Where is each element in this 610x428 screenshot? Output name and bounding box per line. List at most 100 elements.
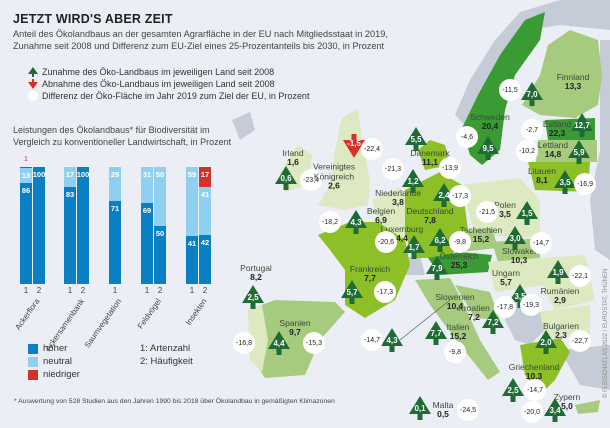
tree-up-icon: 7,2 <box>482 310 504 334</box>
country-shape-italien <box>415 278 500 380</box>
bar-ackerflora-2: 100 <box>33 167 45 284</box>
country-name: Schweden <box>470 112 510 122</box>
target-difference-circle: -21,5 <box>476 201 498 223</box>
tree-up-icon: 7,9 <box>426 256 448 280</box>
country-name: Italien <box>446 322 470 332</box>
country-label-deutschland: Deutschland 7,8 <box>406 207 453 225</box>
bar-segment-neutral: 13 <box>20 168 32 184</box>
tree-up-icon: 2,0 <box>535 330 557 354</box>
country-label-slowakei: Slowakei 10,3 <box>502 247 536 265</box>
tree-up-icon: 2,5 <box>242 285 264 309</box>
tree-up-icon: 1,7 <box>403 235 425 259</box>
organic-share-value: 14,8 <box>544 149 562 159</box>
bar-label-niedriger: 1 <box>24 156 28 163</box>
bar-index-label: 2 <box>36 286 42 295</box>
target-difference-circle: -23,4 <box>300 169 322 191</box>
change-value: 7,0 <box>526 90 538 99</box>
bar-insekten-2: 17 41 42 <box>199 167 211 284</box>
legend-niedriger: niedriger <box>43 369 80 380</box>
change-value: 1,9 <box>552 268 564 277</box>
bar-segment-hoeher: 86 <box>20 183 32 284</box>
country-shape-zypern <box>575 400 600 414</box>
change-value: 3,5 <box>514 292 526 301</box>
country-label-kroatien: Kroatien 7,2 <box>458 304 490 322</box>
country-name: Niederlande <box>375 188 421 198</box>
organic-share-value: 22,3 <box>548 128 566 138</box>
target-difference-circle: -16,9 <box>574 173 596 195</box>
target-difference-circle: -13,9 <box>439 157 461 179</box>
target-difference-circle: -18,2 <box>319 211 341 233</box>
bar-index-label: 2 <box>202 286 208 295</box>
target-difference-circle: -20,6 <box>375 231 397 253</box>
country-name: Dänemark <box>410 148 450 158</box>
bar-segment-neutral: 17 <box>64 167 76 187</box>
country-label-finnland: Finnland 13,3 <box>557 73 590 91</box>
organic-share-value: 2,3 <box>555 330 567 340</box>
change-value: 7,2 <box>487 318 499 327</box>
legend-increase: Zunahme des Öko-Landbaus im jeweiligen L… <box>42 67 275 77</box>
country-shape-slowenien-kroatien <box>455 285 500 320</box>
country-label-ungarn: Ungarn 5,7 <box>492 269 520 287</box>
change-value: 3,0 <box>509 234 521 243</box>
tree-up-icon: 5,7 <box>341 280 363 304</box>
country-name: Ungarn <box>492 268 520 278</box>
change-value: 2,5 <box>507 386 519 395</box>
country-label-vereinigtes-königreich: Vereinigtes Königreich 2,6 <box>304 162 364 191</box>
target-difference-circle: -17,8 <box>494 296 516 318</box>
organic-share-value: 15,2 <box>449 331 467 341</box>
organic-share-value: 1,6 <box>287 157 299 167</box>
country-name: Lettland <box>537 140 569 150</box>
bar-segment-niedriger: 17 <box>199 167 211 187</box>
country-name: Belgien <box>366 206 396 216</box>
tree-up-icon: 1,2 <box>402 169 424 193</box>
bar-ackersamenbank-1: 17 83 <box>64 167 76 284</box>
country-shape-finnland <box>522 30 602 118</box>
change-value: 0,6 <box>280 174 292 183</box>
legend-neutral: neutral <box>43 356 73 367</box>
target-difference-circle: -11,5 <box>499 79 521 101</box>
country-label-luxemburg: Luxemburg 4,4 <box>381 225 424 243</box>
legend-swatch-niedriger <box>28 369 38 380</box>
bar-saumvegetation-1: 29 71 <box>109 167 121 284</box>
change-value: 5,7 <box>346 288 358 297</box>
country-label-zypern: Zypern 5,0 <box>554 393 580 411</box>
organic-share-value: 10,3 <box>525 371 543 381</box>
bar-feldvögel-1: 31 69 <box>141 167 153 284</box>
target-difference-circle: -14,7 <box>530 232 552 254</box>
country-shape-ungarn <box>488 258 545 292</box>
change-value: 5,5 <box>410 135 422 144</box>
change-value: 2,0 <box>540 338 552 347</box>
change-value: 7,9 <box>431 264 443 273</box>
country-label-frankreich: Frankreich 7,7 <box>350 265 390 283</box>
bar-index-label: 1 <box>67 286 73 295</box>
target-difference-circle: -2,7 <box>521 119 543 141</box>
organic-share-value: 3,8 <box>392 197 404 207</box>
organic-share-value: 10,3 <box>510 255 528 265</box>
tree-up-icon: 12,7 <box>571 113 593 137</box>
country-name: Frankreich <box>349 264 391 274</box>
country-label-belgien: Belgien 6,9 <box>367 207 395 225</box>
slowenien-leader-line <box>399 299 451 341</box>
country-shape-polen <box>462 178 540 238</box>
change-value: 2,5 <box>247 293 259 302</box>
tree-up-icon: 5,5 <box>405 127 427 151</box>
tree-down-icon: -1,5 <box>343 134 365 158</box>
organic-share-value: 4,4 <box>396 233 408 243</box>
target-difference-circle: -15,3 <box>303 332 325 354</box>
change-value: 4,3 <box>386 336 398 345</box>
country-name: Griechenland <box>508 362 560 372</box>
country-shape-benelux <box>372 188 410 240</box>
bar-ackersamenbank-2: 100 <box>77 167 89 284</box>
organic-share-value: 11,1 <box>421 157 439 167</box>
change-value: -1,5 <box>347 139 361 148</box>
target-difference-circle: -10,2 <box>516 140 538 162</box>
country-label-estland: Estland 22,3 <box>543 120 571 138</box>
bar-segment-hoeher: 100 <box>33 167 45 284</box>
organic-share-value: 2,9 <box>554 295 566 305</box>
country-label-malta: Malta 0,5 <box>433 401 454 419</box>
country-label-italien: Italien 15,2 <box>447 323 470 341</box>
country-label-bulgarien: Bulgarien 2,3 <box>543 322 579 340</box>
change-value: 3,5 <box>559 178 571 187</box>
tree-up-icon: 4,3 <box>345 210 367 234</box>
country-label-litauen: Litauen 8,1 <box>528 167 556 185</box>
